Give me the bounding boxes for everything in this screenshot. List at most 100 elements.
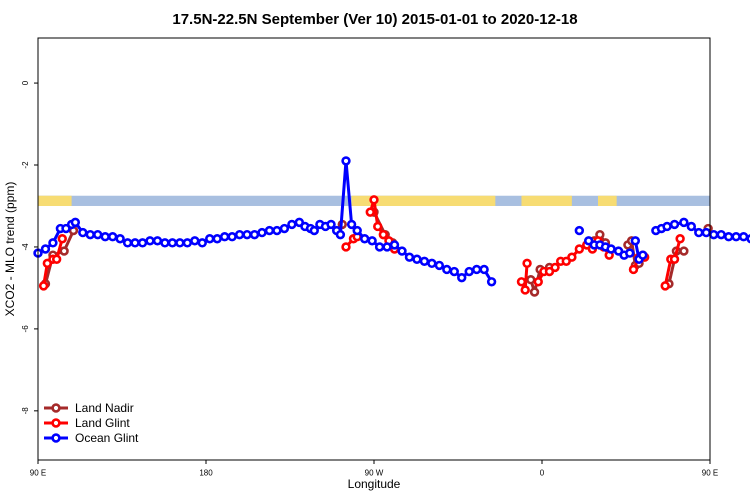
x-tick-label: 0 bbox=[540, 469, 545, 478]
data-point bbox=[479, 264, 489, 275]
data-point bbox=[709, 229, 719, 240]
data-point bbox=[85, 229, 95, 240]
data-point bbox=[145, 236, 155, 246]
legend-item: Land Glint bbox=[44, 416, 130, 430]
legend-marker bbox=[51, 418, 61, 428]
data-point bbox=[419, 256, 430, 266]
data-point bbox=[40, 244, 51, 254]
data-point bbox=[107, 232, 118, 242]
data-point bbox=[382, 242, 392, 252]
chart-title: 17.5N-22.5N September (Ver 10) 2015-01-0… bbox=[172, 11, 577, 28]
data-point bbox=[662, 221, 672, 232]
data-point bbox=[723, 232, 734, 242]
data-point bbox=[449, 266, 459, 277]
data-point bbox=[404, 252, 415, 262]
data-point bbox=[434, 260, 445, 271]
x-tick-label: 90 W bbox=[365, 469, 384, 478]
data-point bbox=[341, 156, 351, 166]
data-point bbox=[679, 246, 689, 256]
data-point bbox=[227, 232, 237, 242]
data-point bbox=[738, 232, 749, 242]
data-point bbox=[669, 219, 680, 230]
data-point bbox=[137, 238, 148, 248]
data-point bbox=[373, 221, 383, 232]
data-point bbox=[365, 207, 375, 217]
data-point bbox=[182, 238, 193, 248]
y-tick-label: -4 bbox=[21, 243, 30, 251]
data-point bbox=[660, 281, 670, 291]
data-point bbox=[264, 225, 275, 236]
data-point bbox=[630, 236, 641, 246]
data-point bbox=[574, 225, 585, 236]
data-point bbox=[367, 236, 377, 246]
data-point bbox=[279, 223, 290, 234]
data-point bbox=[374, 242, 385, 252]
data-point bbox=[522, 258, 532, 269]
data-point bbox=[550, 262, 560, 273]
data-point bbox=[574, 244, 585, 254]
data-point bbox=[219, 232, 230, 242]
y-tick-label: -8 bbox=[21, 407, 30, 415]
data-point bbox=[567, 252, 577, 262]
x-tick-label: 90 E bbox=[702, 469, 718, 478]
data-point bbox=[533, 277, 543, 287]
data-point bbox=[731, 232, 741, 242]
data-point bbox=[526, 275, 536, 285]
data-point bbox=[205, 234, 215, 244]
land-band-segment bbox=[351, 195, 496, 206]
data-point bbox=[341, 242, 351, 252]
data-point bbox=[694, 227, 704, 238]
data-point bbox=[160, 238, 170, 248]
data-point bbox=[197, 238, 207, 248]
data-point bbox=[122, 238, 133, 248]
data-point bbox=[389, 240, 400, 250]
series-ocean-glint bbox=[33, 156, 750, 287]
x-axis: 90 E 180 90 W 0 90 E bbox=[30, 460, 718, 478]
y-tick-label: 0 bbox=[21, 80, 30, 85]
data-point bbox=[352, 225, 362, 236]
legend-marker bbox=[51, 433, 61, 443]
data-point bbox=[427, 258, 437, 269]
x-tick-label: 180 bbox=[199, 469, 213, 478]
data-point bbox=[326, 219, 336, 230]
data-point bbox=[686, 221, 697, 232]
data-point bbox=[412, 254, 422, 264]
data-point bbox=[529, 287, 540, 297]
legend-item: Ocean Glint bbox=[44, 431, 139, 445]
y-axis: 0 -2 -4 -6 -8 bbox=[21, 80, 38, 414]
data-point bbox=[234, 229, 245, 240]
data-point bbox=[359, 234, 370, 244]
data-point bbox=[78, 227, 88, 238]
data-point bbox=[675, 234, 685, 244]
data-point bbox=[716, 229, 726, 240]
data-point bbox=[257, 227, 267, 238]
data-point bbox=[606, 244, 616, 254]
data-point bbox=[152, 236, 163, 246]
data-point bbox=[59, 246, 69, 256]
data-point bbox=[190, 236, 200, 246]
data-point bbox=[335, 229, 346, 240]
x-axis-label: Longitude bbox=[348, 477, 401, 491]
data-point bbox=[397, 246, 407, 256]
x-tick-label: 90 E bbox=[30, 469, 46, 478]
data-point bbox=[669, 254, 680, 264]
data-point bbox=[625, 248, 635, 258]
data-point bbox=[51, 254, 62, 264]
legend-label: Land Glint bbox=[75, 416, 130, 430]
data-point bbox=[442, 264, 452, 275]
land-band-segment bbox=[38, 195, 72, 206]
data-point bbox=[520, 285, 530, 295]
data-point bbox=[130, 238, 140, 248]
data-point bbox=[167, 238, 178, 248]
legend-label: Land Nadir bbox=[75, 401, 134, 415]
data-point bbox=[346, 219, 357, 230]
y-tick-label: -2 bbox=[21, 161, 30, 169]
data-point bbox=[628, 264, 639, 275]
data-point bbox=[38, 281, 49, 291]
data-point bbox=[272, 225, 282, 236]
data-point bbox=[175, 238, 185, 248]
data-point bbox=[100, 232, 110, 242]
data-point bbox=[679, 217, 689, 228]
series-layer bbox=[33, 156, 750, 297]
